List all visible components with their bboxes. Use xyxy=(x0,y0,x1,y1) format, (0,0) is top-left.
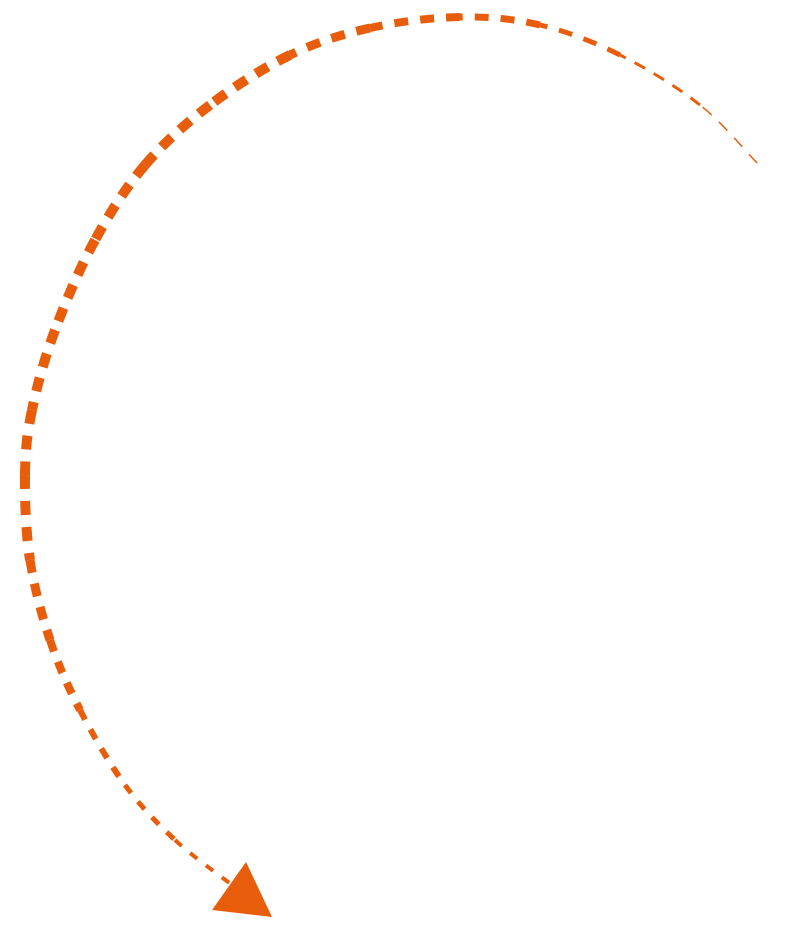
arrowhead-icon xyxy=(212,862,272,917)
arc-dash-segment xyxy=(699,104,758,164)
arc-dash-segment xyxy=(50,237,100,332)
arc-dash-segment xyxy=(122,783,177,842)
arc-dash-segment xyxy=(90,161,149,243)
arc-dash-segment xyxy=(619,53,701,107)
arc-dash-segment xyxy=(19,474,35,561)
dashed-arc xyxy=(19,13,758,887)
arc-dash-segment xyxy=(288,23,371,60)
arc-dash-segment xyxy=(77,708,128,787)
arc-dash-segment xyxy=(25,559,55,642)
arc-dash-segment xyxy=(20,408,37,476)
arc-dash-segment xyxy=(173,838,234,887)
arc-dash-segment xyxy=(27,328,60,412)
arc-dash-segment xyxy=(539,22,622,58)
arc-dash-segment xyxy=(46,638,84,712)
arc-dash-segment xyxy=(369,13,461,32)
arc-dash-segment xyxy=(206,50,293,109)
arc-dash-segment xyxy=(141,101,214,169)
arc-dash-segment xyxy=(459,13,541,29)
